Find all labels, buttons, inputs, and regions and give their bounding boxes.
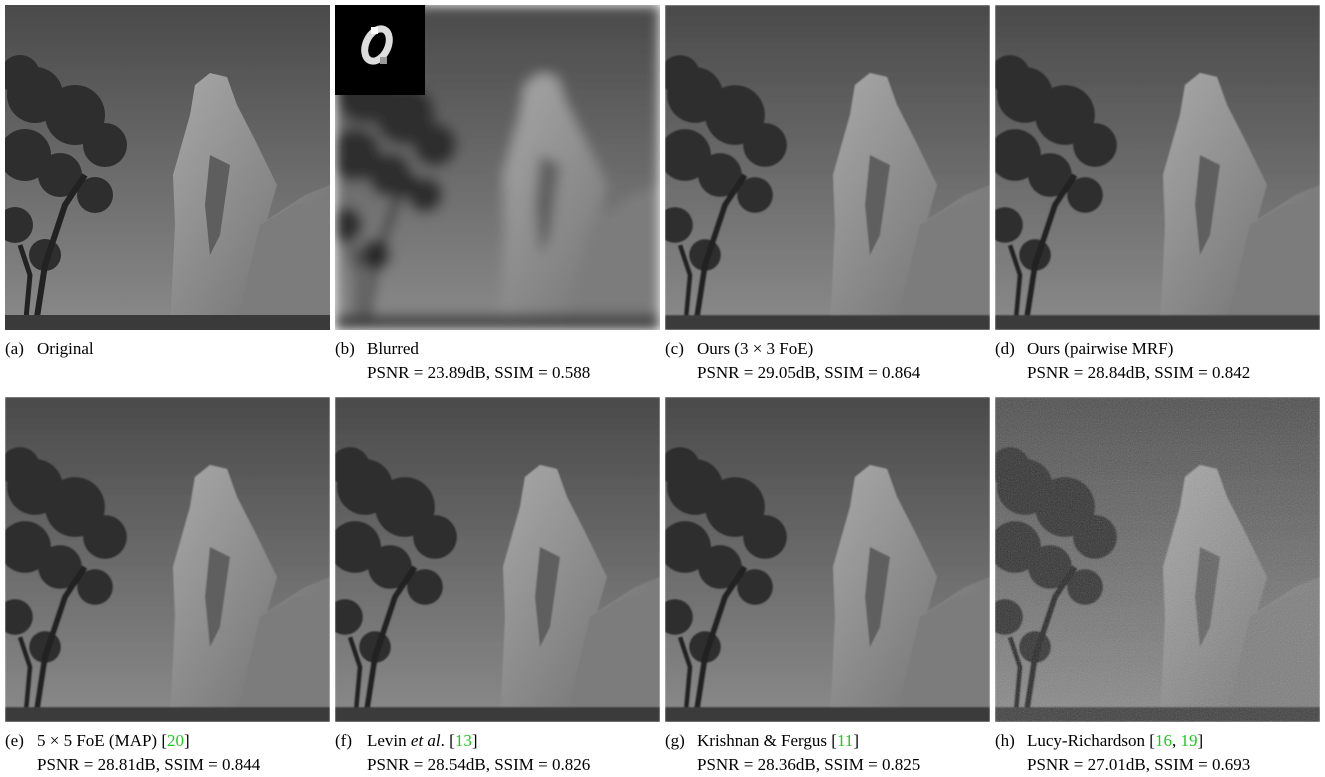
caption: (f)Levin et al. [13]PSNR = 28.54dB, SSIM… (335, 729, 660, 777)
caption: (c)Ours (3 × 3 FoE)PSNR = 29.05dB, SSIM … (665, 337, 990, 385)
caption-text: 16 (1155, 731, 1172, 750)
caption-text: Levin (367, 731, 411, 750)
metrics: PSNR = 23.89dB, SSIM = 0.588 (335, 361, 660, 385)
result-image (995, 397, 1320, 722)
caption-text: ] (472, 731, 478, 750)
panel-label: (c) (665, 337, 697, 361)
caption-line: (e)5 × 5 FoE (MAP) [20] (5, 729, 330, 753)
caption-line: (g)Krishnan & Fergus [11] (665, 729, 990, 753)
caption-line: (f)Levin et al. [13] (335, 729, 660, 753)
caption-text: 5 × 5 FoE (MAP) [ (37, 731, 167, 750)
panel-label: (b) (335, 337, 367, 361)
caption-text: et al (411, 731, 441, 750)
result-image (335, 397, 660, 722)
result-image (665, 397, 990, 722)
panel-label: (g) (665, 729, 697, 753)
panel: (f)Levin et al. [13]PSNR = 28.54dB, SSIM… (335, 397, 660, 777)
kernel-inset (335, 5, 425, 95)
caption: (e)5 × 5 FoE (MAP) [20]PSNR = 28.81dB, S… (5, 729, 330, 777)
caption-line: (c)Ours (3 × 3 FoE) (665, 337, 990, 361)
caption-text: ] (1197, 731, 1203, 750)
caption-text: 11 (837, 731, 853, 750)
panel: (h)Lucy-Richardson [16, 19]PSNR = 27.01d… (995, 397, 1320, 777)
caption-line: (a)Original (5, 337, 330, 361)
panel: (d)Ours (pairwise MRF)PSNR = 28.84dB, SS… (995, 5, 1320, 385)
caption: (g)Krishnan & Fergus [11]PSNR = 28.36dB,… (665, 729, 990, 777)
metrics: PSNR = 28.81dB, SSIM = 0.844 (5, 753, 330, 777)
metrics: PSNR = 27.01dB, SSIM = 0.693 (995, 753, 1320, 777)
caption-text: Original (37, 339, 94, 358)
metrics: PSNR = 29.05dB, SSIM = 0.864 (665, 361, 990, 385)
result-image (335, 5, 660, 330)
figure: (a)Original(b)BlurredPSNR = 23.89dB, SSI… (0, 0, 1325, 776)
caption: (a)Original (5, 337, 330, 361)
caption-text: Ours (3 × 3 FoE) (697, 339, 813, 358)
result-image (995, 5, 1320, 330)
panel-label: (e) (5, 729, 37, 753)
caption-text: Krishnan & Fergus [ (697, 731, 837, 750)
panel: (e)5 × 5 FoE (MAP) [20]PSNR = 28.81dB, S… (5, 397, 330, 777)
panel-label: (d) (995, 337, 1027, 361)
result-image (665, 5, 990, 330)
result-image (5, 397, 330, 722)
panel: (a)Original (5, 5, 330, 361)
panel: (g)Krishnan & Fergus [11]PSNR = 28.36dB,… (665, 397, 990, 777)
panel: (c)Ours (3 × 3 FoE)PSNR = 29.05dB, SSIM … (665, 5, 990, 385)
caption-text: ] (184, 731, 190, 750)
caption-text: Blurred (367, 339, 419, 358)
caption-line: (d)Ours (pairwise MRF) (995, 337, 1320, 361)
panel-label: (h) (995, 729, 1027, 753)
caption-text: 19 (1180, 731, 1197, 750)
panel-label: (a) (5, 337, 37, 361)
metrics: PSNR = 28.54dB, SSIM = 0.826 (335, 753, 660, 777)
caption-text: 13 (455, 731, 472, 750)
caption-text: . [ (441, 731, 455, 750)
caption-text: 20 (167, 731, 184, 750)
result-image (5, 5, 330, 330)
metrics: PSNR = 28.84dB, SSIM = 0.842 (995, 361, 1320, 385)
metrics: PSNR = 28.36dB, SSIM = 0.825 (665, 753, 990, 777)
caption-text: Ours (pairwise MRF) (1027, 339, 1173, 358)
caption-line: (h)Lucy-Richardson [16, 19] (995, 729, 1320, 753)
panel-label: (f) (335, 729, 367, 753)
caption-text: Lucy-Richardson [ (1027, 731, 1155, 750)
caption-line: (b)Blurred (335, 337, 660, 361)
caption: (d)Ours (pairwise MRF)PSNR = 28.84dB, SS… (995, 337, 1320, 385)
caption: (h)Lucy-Richardson [16, 19]PSNR = 27.01d… (995, 729, 1320, 777)
caption-text: ] (853, 731, 859, 750)
